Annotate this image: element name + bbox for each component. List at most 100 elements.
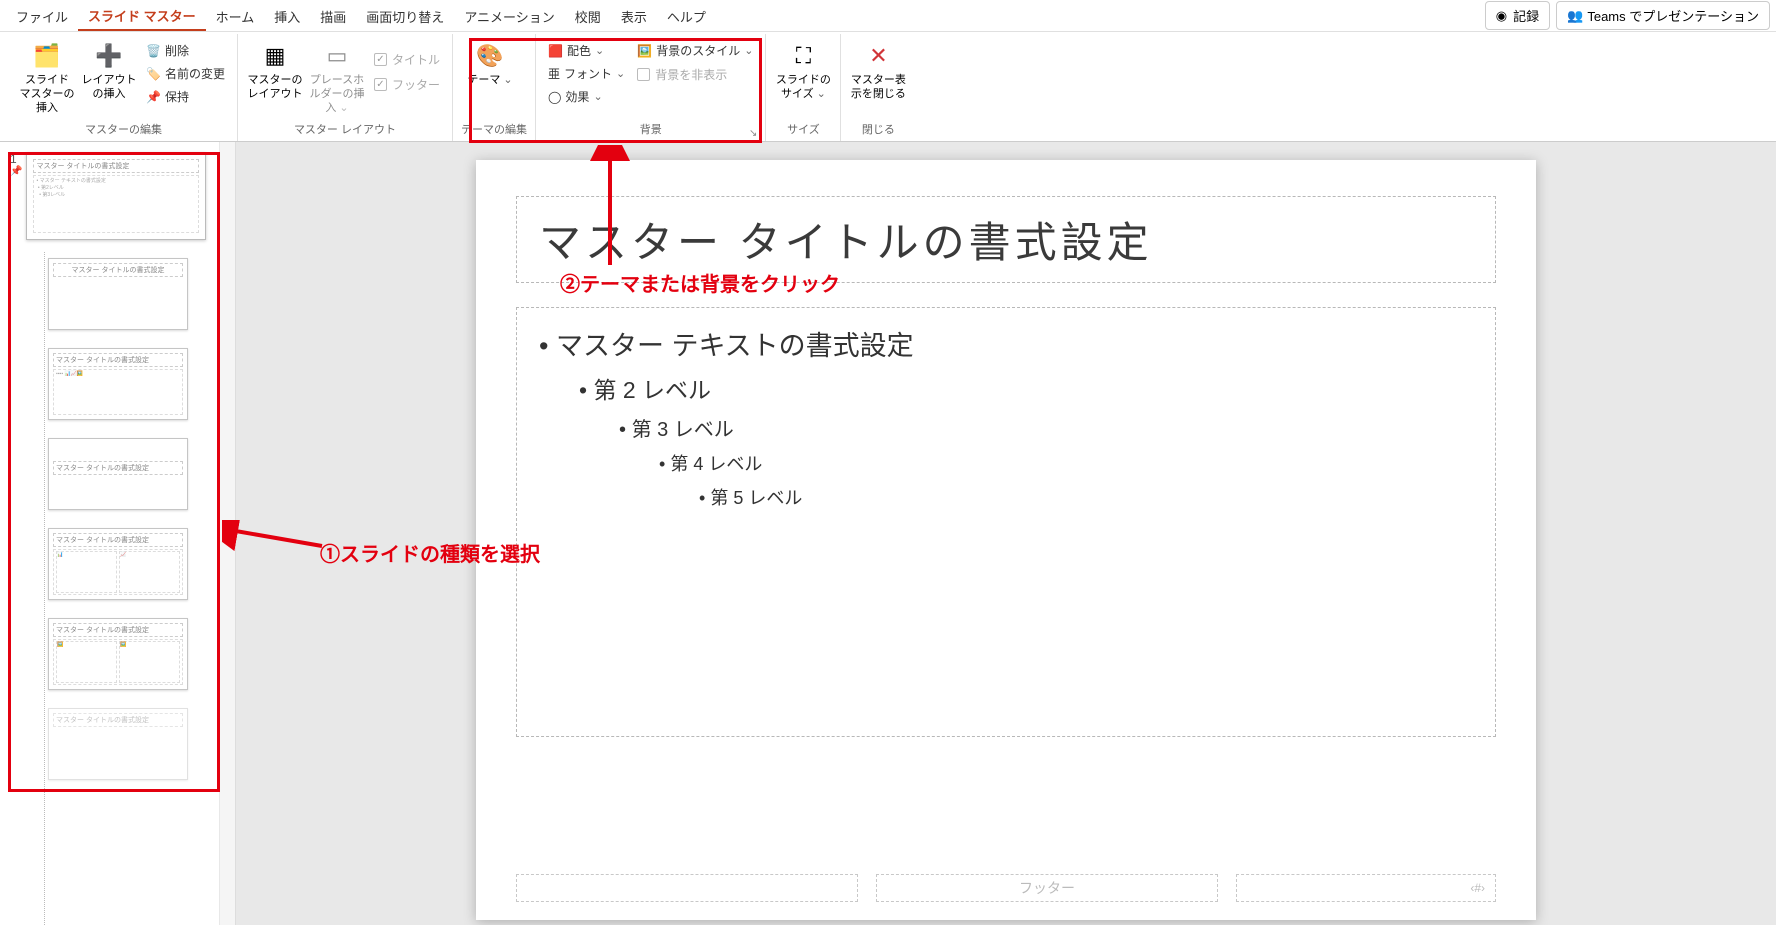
tab-animations[interactable]: アニメーション: [454, 1, 564, 30]
thumb-layout-1-title: マスター タイトルの書式設定: [53, 263, 183, 277]
tree-connector: [44, 252, 45, 925]
insert-placeholder-button: ▭ プレースホルダーの挿入: [308, 38, 366, 117]
teams-icon: 👥: [1567, 8, 1583, 24]
thumb-index: 1: [10, 152, 22, 166]
colors-icon: 🟥: [548, 44, 563, 58]
rename-label: 名前の変更: [165, 65, 225, 82]
tab-home[interactable]: ホーム: [206, 1, 265, 30]
group-label-size: サイズ: [774, 119, 832, 141]
insert-layout-label: レイアウトの挿入: [80, 74, 138, 102]
colors-button[interactable]: 🟥配色: [544, 40, 629, 61]
insert-placeholder-icon: ▭: [321, 40, 353, 72]
thumb-layout-5-body: 🖼️🖼️: [53, 639, 183, 685]
bg-styles-button[interactable]: 🖼️背景のスタイル: [633, 40, 757, 61]
tab-transitions[interactable]: 画面切り替え: [356, 1, 454, 30]
thumb-layout-2[interactable]: マスター タイトルの書式設定 ▪▪▪▪ 📊📈🖼️: [48, 348, 188, 420]
body-lvl4: 第 4 レベル: [539, 446, 1473, 480]
body-placeholder[interactable]: マスター テキストの書式設定 第 2 レベル 第 3 レベル 第 4 レベル 第…: [516, 307, 1496, 737]
themes-icon: 🎨: [474, 40, 506, 72]
slide-canvas-area: マスター タイトルの書式設定 マスター テキストの書式設定 第 2 レベル 第 …: [236, 142, 1776, 925]
insert-slide-master-button[interactable]: 🗂️ スライド マスターの挿入: [18, 38, 76, 117]
themes-label: テーマ: [467, 74, 512, 88]
effects-label: 効果: [565, 88, 589, 105]
close-master-label: マスター表示を閉じる: [849, 74, 907, 102]
title-checkbox: ✓タイトル: [370, 48, 444, 71]
thumb-layout-3-title: マスター タイトルの書式設定: [53, 461, 183, 475]
delete-label: 削除: [165, 42, 189, 59]
slide-size-button[interactable]: ⛶ スライドのサイズ: [774, 38, 832, 104]
master-layout-button[interactable]: ▦ マスターのレイアウト: [246, 38, 304, 104]
preserve-icon: 📌: [146, 90, 161, 104]
record-button[interactable]: 記録: [1485, 1, 1550, 30]
thumb-layout-5[interactable]: マスター タイトルの書式設定 🖼️🖼️: [48, 618, 188, 690]
thumb-master[interactable]: マスター タイトルの書式設定 • マスター テキストの書式設定 • 第2レベル …: [26, 152, 206, 240]
ribbon: 🗂️ スライド マスターの挿入 ➕ レイアウトの挿入 🗑️削除 🏷️名前の変更 …: [0, 32, 1776, 142]
thumb-layout-3[interactable]: マスター タイトルの書式設定: [48, 438, 188, 510]
thumb-master-body: • マスター テキストの書式設定 • 第2レベル • 第3レベル: [33, 175, 199, 233]
workspace: 1 📌 マスター タイトルの書式設定 • マスター テキストの書式設定 • 第2…: [0, 142, 1776, 925]
group-label-edit-theme: テーマの編集: [461, 119, 527, 141]
footer-placeholder[interactable]: フッター: [876, 874, 1218, 902]
tab-insert[interactable]: 挿入: [264, 1, 310, 30]
body-lvl5: 第 5 レベル: [539, 480, 1473, 514]
thumb-layout-2-title: マスター タイトルの書式設定: [53, 353, 183, 367]
thumb-layout-1[interactable]: マスター タイトルの書式設定: [48, 258, 188, 330]
body-lvl3: 第 3 レベル: [539, 409, 1473, 446]
thumb-layout-4-title: マスター タイトルの書式設定: [53, 533, 183, 547]
fonts-icon: 亜: [548, 65, 560, 82]
body-lvl2: 第 2 レベル: [539, 367, 1473, 409]
group-close: ✕ マスター表示を閉じる 閉じる: [841, 34, 915, 141]
thumb-master-title: マスター タイトルの書式設定: [33, 159, 199, 173]
tab-slide-master[interactable]: スライド マスター: [78, 0, 206, 31]
themes-button[interactable]: 🎨 テーマ: [461, 38, 519, 90]
group-master-layout: ▦ マスターのレイアウト ▭ プレースホルダーの挿入 ✓タイトル ✓フッター マ…: [238, 34, 453, 141]
rename-button[interactable]: 🏷️ 名前の変更: [142, 63, 229, 84]
rename-icon: 🏷️: [146, 67, 161, 81]
tab-review[interactable]: 校閲: [565, 1, 611, 30]
body-lvl1: マスター テキストの書式設定: [539, 320, 1473, 367]
insert-slide-master-icon: 🗂️: [31, 40, 63, 72]
thumb-layout-5-title: マスター タイトルの書式設定: [53, 623, 183, 637]
delete-button[interactable]: 🗑️ 削除: [142, 40, 229, 61]
tab-help[interactable]: ヘルプ: [657, 1, 716, 30]
slide-number-placeholder[interactable]: ‹#›: [1236, 874, 1496, 902]
preserve-button[interactable]: 📌保持: [142, 86, 229, 107]
thumb-index-col: 1 📌: [10, 152, 22, 177]
group-edit-theme: 🎨 テーマ テーマの編集: [453, 34, 536, 141]
thumb-scrollbar[interactable]: [219, 142, 235, 925]
delete-icon: 🗑️: [146, 44, 161, 58]
master-layout-icon: ▦: [259, 40, 291, 72]
effects-icon: ◯: [548, 90, 561, 104]
close-master-button[interactable]: ✕ マスター表示を閉じる: [849, 38, 907, 104]
footer-row: フッター ‹#›: [516, 874, 1496, 902]
bg-dialog-launcher[interactable]: ↘: [749, 128, 757, 139]
teams-present-button[interactable]: 👥 Teams でプレゼンテーション: [1556, 1, 1770, 30]
group-label-edit-master: マスターの編集: [18, 119, 229, 141]
menu-bar: ファイル スライド マスター ホーム 挿入 描画 画面切り替え アニメーション …: [0, 0, 1776, 32]
thumb-layout-4[interactable]: マスター タイトルの書式設定 📊📈: [48, 528, 188, 600]
insert-slide-master-label: スライド マスターの挿入: [18, 74, 76, 115]
insert-layout-icon: ➕: [93, 40, 125, 72]
title-placeholder[interactable]: マスター タイトルの書式設定: [516, 196, 1496, 283]
tab-file[interactable]: ファイル: [6, 1, 78, 30]
slide-size-icon: ⛶: [787, 40, 819, 72]
hide-bg-checkbox[interactable]: 背景を非表示: [633, 63, 757, 86]
fonts-button[interactable]: 亜フォント: [544, 63, 629, 84]
footer-checkbox: ✓フッター: [370, 73, 444, 96]
insert-placeholder-label: プレースホルダーの挿入: [308, 74, 366, 115]
tab-view[interactable]: 表示: [611, 1, 657, 30]
teams-label: Teams でプレゼンテーション: [1587, 6, 1759, 25]
date-placeholder[interactable]: [516, 874, 858, 902]
insert-layout-button[interactable]: ➕ レイアウトの挿入: [80, 38, 138, 104]
group-label-background: 背景↘: [544, 119, 757, 141]
effects-button[interactable]: ◯ 効果: [544, 86, 629, 107]
tab-draw[interactable]: 描画: [310, 1, 356, 30]
thumb-layout-6[interactable]: マスター タイトルの書式設定: [48, 708, 188, 780]
slide-master-canvas[interactable]: マスター タイトルの書式設定 マスター テキストの書式設定 第 2 レベル 第 …: [476, 160, 1536, 920]
pin-icon: 📌: [10, 166, 22, 177]
title-checkbox-label: タイトル: [392, 51, 440, 68]
master-layout-label: マスターのレイアウト: [246, 74, 304, 102]
group-label-master-layout: マスター レイアウト: [246, 119, 444, 141]
slide-size-label: スライドのサイズ: [774, 74, 832, 102]
thumb-layout-6-title: マスター タイトルの書式設定: [53, 713, 183, 727]
